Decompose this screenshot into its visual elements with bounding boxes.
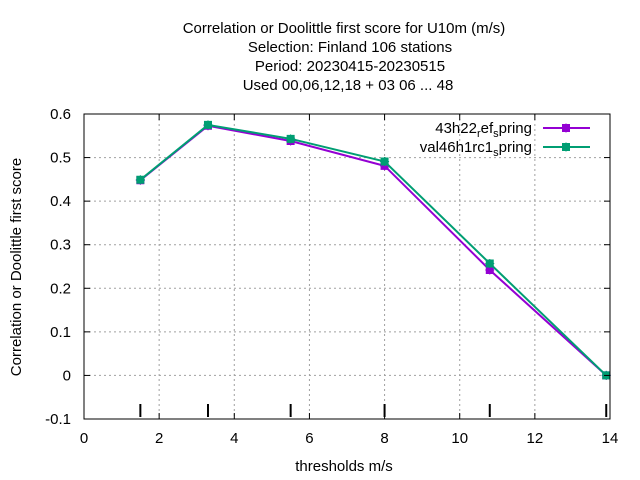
series-layer (135, 120, 611, 380)
y-tick-label: 0 (63, 367, 71, 384)
legend: 43h22refspring val46h1rc1spring (420, 120, 590, 159)
y-tick-label: 0.6 (50, 106, 71, 123)
legend-label-2: val46h1rc1spring (420, 139, 532, 159)
y-tick-label: 0.4 (50, 193, 71, 210)
y-tick-label: 0.2 (50, 280, 71, 297)
plot-border (83, 113, 611, 420)
axis-ticks: 0 2 4 6 8 10 12 14 -0.1 0 0.1 0.2 0.3 0.4 0.5 0.6 (45, 106, 618, 447)
series-1-line (139, 124, 607, 377)
threshold-marks (139, 404, 608, 417)
x-tick-label: 10 (451, 430, 468, 447)
series-1 (135, 121, 611, 380)
x-tick-label: 0 (80, 430, 88, 447)
y-axis-label: Correlation or Doolittle first score (8, 158, 25, 376)
chart-title: Correlation or Doolittle first score for… (183, 20, 506, 94)
series-2 (135, 120, 611, 380)
series-2-line (139, 123, 607, 377)
title-line-3: Period: 20230415-20230515 (255, 58, 445, 75)
x-axis-label: thresholds m/s (295, 458, 393, 475)
title-line-1: Correlation or Doolittle first score for… (183, 20, 506, 37)
y-tick-label: -0.1 (45, 411, 71, 428)
series-2-point-3 (380, 156, 390, 166)
title-line-2: Selection: Finland 106 stations (248, 39, 452, 56)
series-2-point-2 (286, 134, 296, 144)
grid (84, 114, 610, 419)
legend-entry-1: 43h22refspring (435, 120, 590, 140)
legend-marker-2 (561, 142, 571, 152)
y-tick-label: 0.5 (50, 150, 71, 167)
series-2-point-1 (203, 120, 213, 130)
series-2-point-4 (485, 258, 495, 268)
legend-entry-2: val46h1rc1spring (420, 139, 590, 159)
x-tick-label: 8 (380, 430, 388, 447)
x-tick-label: 14 (602, 430, 619, 447)
x-tick-label: 4 (230, 430, 238, 447)
y-tick-label: 0.1 (50, 324, 71, 341)
x-tick-label: 2 (155, 430, 163, 447)
y-tick-label: 0.3 (50, 237, 71, 254)
legend-label-1: 43h22refspring (435, 120, 532, 140)
title-line-4: Used 00,06,12,18 + 03 06 ... 48 (243, 77, 454, 94)
series-2-point-0 (135, 175, 145, 185)
legend-marker-1 (561, 123, 571, 133)
x-tick-label: 12 (527, 430, 544, 447)
x-tick-label: 6 (305, 430, 313, 447)
